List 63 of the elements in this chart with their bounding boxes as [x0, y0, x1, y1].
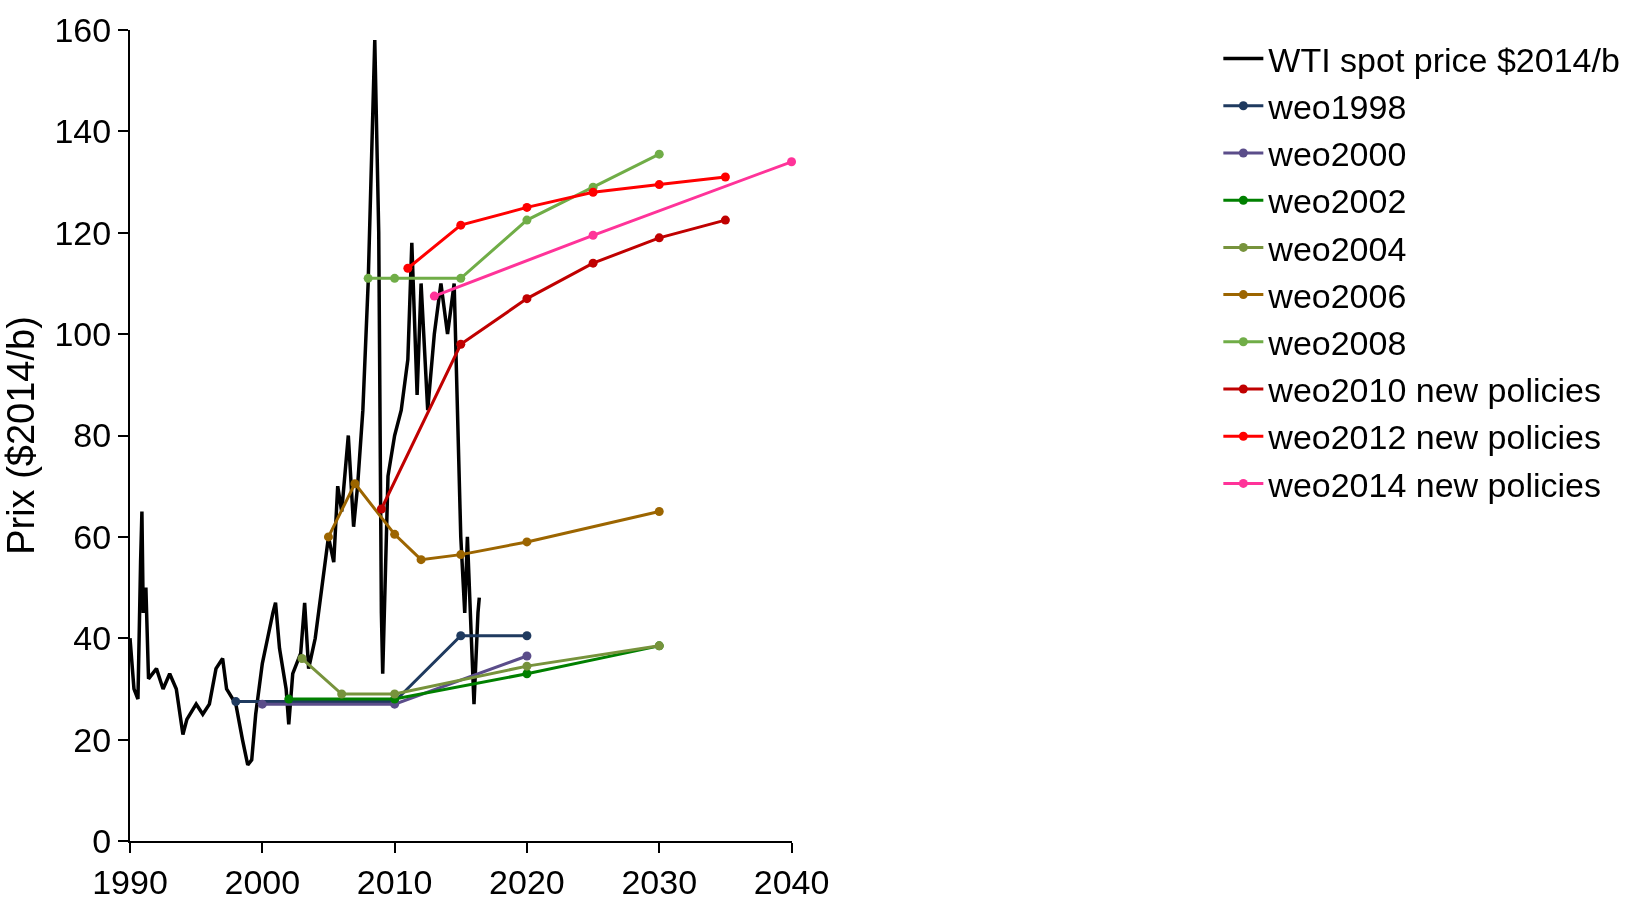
- point: [654, 180, 664, 190]
- point: [654, 507, 664, 517]
- legend-label: weo1998: [1267, 88, 1407, 127]
- legend-label: weo2012 new policies: [1267, 418, 1602, 457]
- point: [376, 504, 386, 514]
- point: [522, 651, 532, 661]
- y-tick-label: 100: [54, 315, 112, 354]
- point: [522, 537, 532, 547]
- x-tick-label: 2040: [753, 862, 830, 901]
- point: [456, 550, 466, 560]
- point: [403, 263, 413, 273]
- point: [456, 273, 466, 283]
- point: [654, 149, 664, 159]
- point: [588, 230, 598, 240]
- point: [456, 339, 466, 349]
- x-tick-label: 2030: [621, 862, 698, 901]
- point: [588, 187, 598, 197]
- point: [231, 697, 241, 707]
- point: [390, 689, 400, 699]
- legend-label: weo2002: [1267, 182, 1407, 221]
- y-tick-label: 80: [73, 416, 112, 455]
- legend-label: weo2004: [1267, 229, 1407, 268]
- y-tick-label: 20: [73, 720, 112, 759]
- point: [720, 172, 730, 182]
- point: [429, 291, 439, 301]
- legend-label: weo2008: [1267, 324, 1407, 363]
- y-tick-label: 40: [73, 619, 112, 658]
- point: [390, 273, 400, 283]
- point: [522, 202, 532, 212]
- point: [720, 215, 730, 225]
- x-tick-label: 2020: [489, 862, 565, 901]
- legend-label: weo2000: [1267, 135, 1407, 174]
- y-tick-label: 120: [54, 213, 112, 252]
- point: [787, 157, 797, 167]
- point: [350, 479, 360, 489]
- y-tick-label: 60: [73, 517, 112, 556]
- x-tick-label: 2010: [356, 862, 433, 901]
- legend-label: weo2006: [1267, 276, 1407, 315]
- point: [257, 699, 267, 709]
- point: [456, 220, 466, 230]
- point: [363, 273, 373, 283]
- point: [522, 661, 532, 671]
- point: [522, 215, 532, 225]
- y-tick-label: 160: [54, 10, 112, 49]
- y-tick-label: 140: [54, 112, 112, 151]
- point: [654, 233, 664, 243]
- x-tick-label: 1990: [92, 862, 168, 901]
- y-axis-title: Prix ($2014/b): [0, 316, 42, 555]
- point: [522, 294, 532, 304]
- x-tick-label: 2000: [224, 862, 301, 901]
- point: [323, 532, 333, 542]
- legend-label: weo2014 new policies: [1267, 465, 1602, 504]
- point: [337, 689, 347, 699]
- point: [416, 555, 426, 565]
- point: [284, 694, 294, 704]
- y-tick-label: 0: [92, 821, 112, 860]
- point: [297, 654, 307, 664]
- point: [390, 529, 400, 539]
- legend-label: WTI spot price $2014/b: [1268, 40, 1620, 79]
- point: [588, 258, 598, 268]
- point: [456, 631, 466, 641]
- legend-label: weo2010 new policies: [1267, 371, 1602, 410]
- point: [522, 631, 532, 641]
